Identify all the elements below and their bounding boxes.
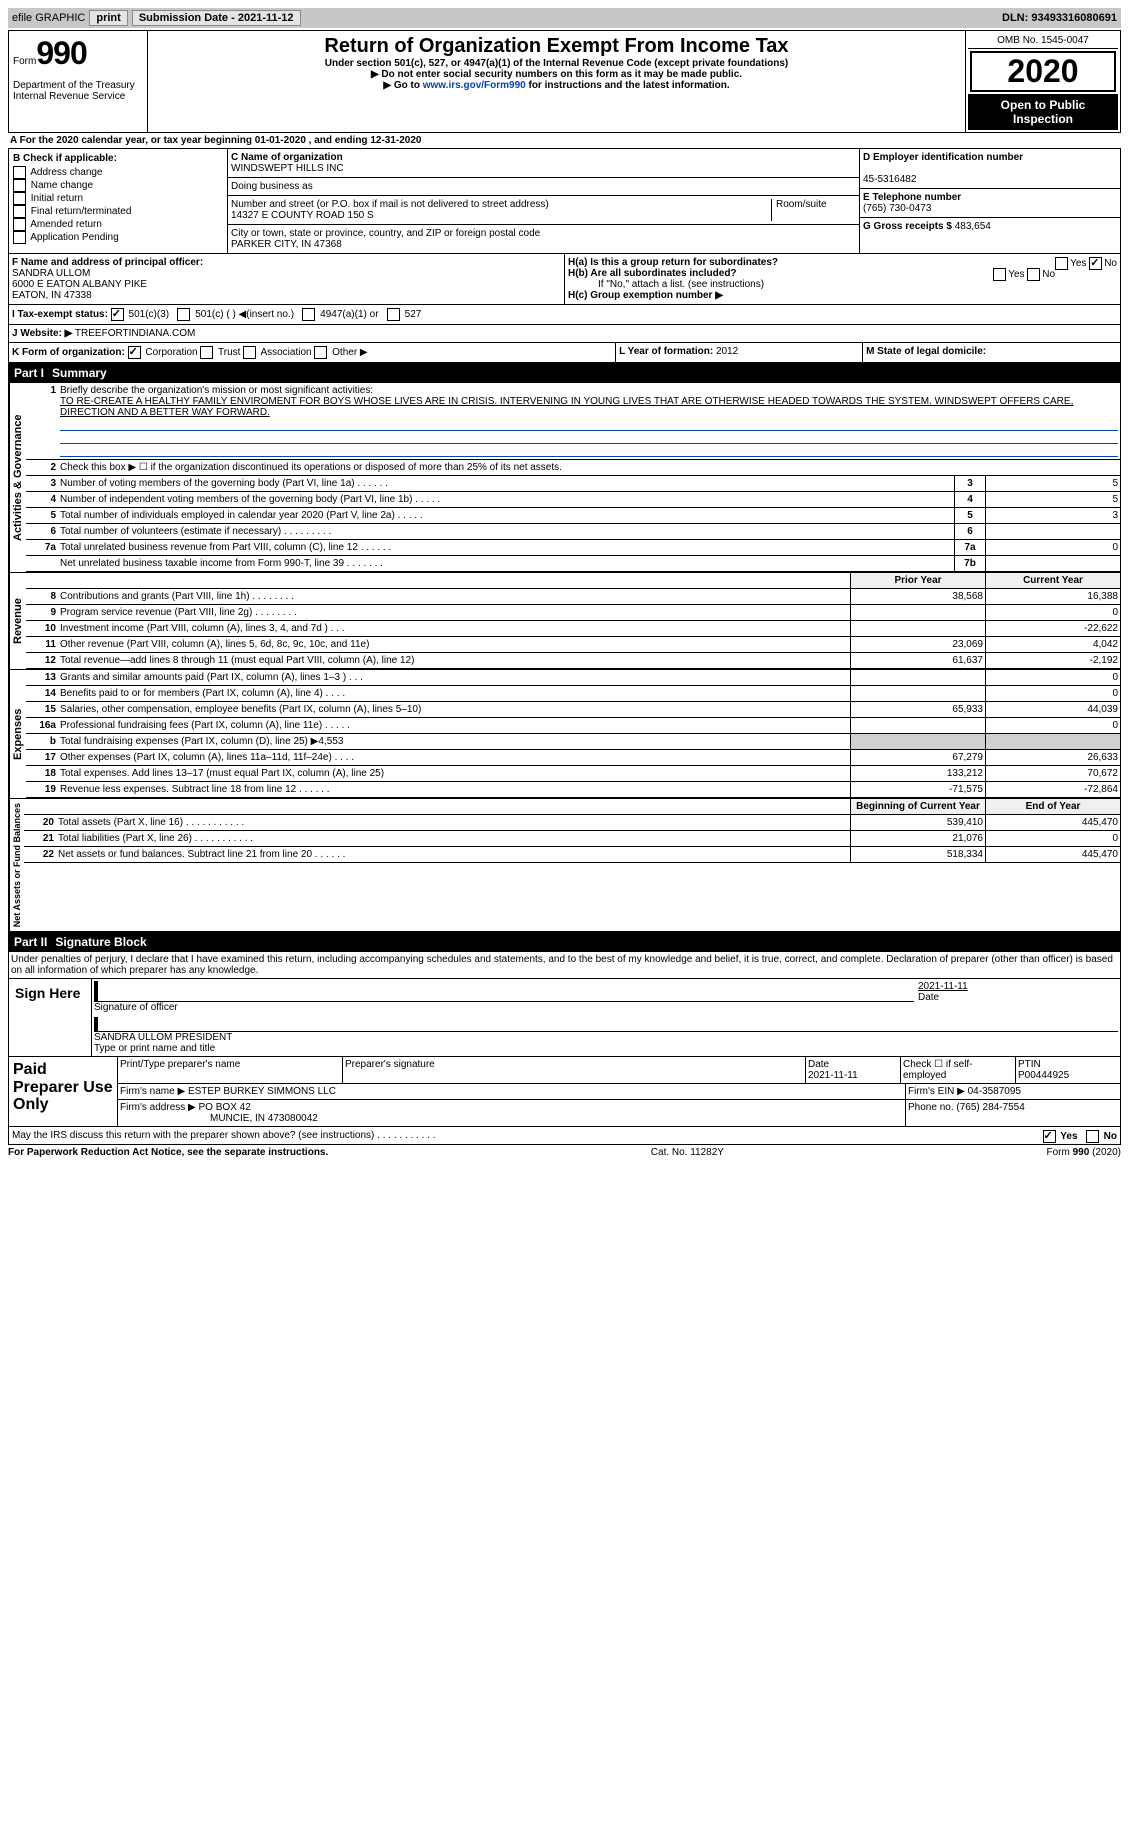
gov-row: 3Number of voting members of the governi… xyxy=(26,476,1120,492)
website: TREEFORTINDIANA.COM xyxy=(75,328,195,339)
b-opt[interactable]: Amended return xyxy=(13,218,223,231)
b-opt[interactable]: Application Pending xyxy=(13,231,223,244)
vert-exp: Expenses xyxy=(9,670,26,798)
b-opt[interactable]: Initial return xyxy=(13,192,223,205)
gov-row: 5Total number of individuals employed in… xyxy=(26,508,1120,524)
k-assoc[interactable] xyxy=(243,346,256,359)
fin-row: 19Revenue less expenses. Subtract line 1… xyxy=(26,782,1120,798)
fin-row: 16aProfessional fundraising fees (Part I… xyxy=(26,718,1120,734)
dept-treasury: Department of the Treasury Internal Reve… xyxy=(13,80,143,102)
entity-grid: B Check if applicable: Address change Na… xyxy=(8,149,1121,254)
org-address: 14327 E COUNTY ROAD 150 S xyxy=(231,210,374,221)
form-title: Return of Organization Exempt From Incom… xyxy=(152,35,961,58)
k-corp[interactable] xyxy=(128,346,141,359)
i-501c[interactable] xyxy=(177,308,190,321)
fin-row: 14Benefits paid to or for members (Part … xyxy=(26,686,1120,702)
fin-row: bTotal fundraising expenses (Part IX, co… xyxy=(26,734,1120,750)
gross-receipts: 483,654 xyxy=(955,221,991,232)
k-trust[interactable] xyxy=(200,346,213,359)
discuss-no[interactable] xyxy=(1086,1130,1099,1143)
org-name: WINDSWEPT HILLS INC xyxy=(231,163,344,174)
vert-rev: Revenue xyxy=(9,573,26,669)
fin-row: 18Total expenses. Add lines 13–17 (must … xyxy=(26,766,1120,782)
hb-no[interactable] xyxy=(1027,268,1040,281)
summary-rev: Revenue Prior YearCurrent Year 8Contribu… xyxy=(8,573,1121,670)
col-c: C Name of organizationWINDSWEPT HILLS IN… xyxy=(228,149,859,253)
fh-row: F Name and address of principal officer:… xyxy=(8,254,1121,305)
k-other[interactable] xyxy=(314,346,327,359)
i-527[interactable] xyxy=(387,308,400,321)
submission-button[interactable]: Submission Date - 2021-11-12 xyxy=(132,10,301,26)
ein: 45-5316482 xyxy=(863,174,916,185)
summary-exp: Expenses 13Grants and similar amounts pa… xyxy=(8,670,1121,799)
discuss-yes[interactable] xyxy=(1043,1130,1056,1143)
paid-preparer: Paid Preparer Use Only Print/Type prepar… xyxy=(8,1057,1121,1127)
vert-gov: Activities & Governance xyxy=(9,383,26,572)
fin-row: 10Investment income (Part VIII, column (… xyxy=(26,621,1120,637)
goto-line: ▶ Go to www.irs.gov/Form990 for instruct… xyxy=(152,80,961,91)
fin-row: 12Total revenue—add lines 8 through 11 (… xyxy=(26,653,1120,669)
gov-row: 6Total number of volunteers (estimate if… xyxy=(26,524,1120,540)
sign-block: Sign Here Signature of officer2021-11-11… xyxy=(8,979,1121,1057)
b-opt[interactable]: Address change xyxy=(13,166,223,179)
b-opt[interactable]: Name change xyxy=(13,179,223,192)
firm-name: ESTEP BURKEY SIMMONS LLC xyxy=(188,1086,336,1097)
ha-yes[interactable] xyxy=(1055,257,1068,270)
topbar: efile GRAPHIC print Submission Date - 20… xyxy=(8,8,1121,28)
website-row: J Website: ▶ TREEFORTINDIANA.COM xyxy=(8,325,1121,343)
print-button[interactable]: print xyxy=(89,10,127,26)
mission: TO RE-CREATE A HEALTHY FAMILY ENVIROMENT… xyxy=(60,396,1073,418)
i-501c3[interactable] xyxy=(111,308,124,321)
fin-row: 20Total assets (Part X, line 16) . . . .… xyxy=(24,815,1120,831)
open-public: Open to PublicInspection xyxy=(968,94,1118,130)
org-city: PARKER CITY, IN 47368 xyxy=(231,239,342,250)
line-a: A For the 2020 calendar year, or tax yea… xyxy=(8,133,1121,149)
b-opt[interactable]: Final return/terminated xyxy=(13,205,223,218)
footer: For Paperwork Reduction Act Notice, see … xyxy=(8,1145,1121,1158)
i-4947[interactable] xyxy=(302,308,315,321)
gov-row: 4Number of independent voting members of… xyxy=(26,492,1120,508)
col-d: D Employer identification number45-53164… xyxy=(859,149,1120,253)
col-b: B Check if applicable: Address change Na… xyxy=(9,149,228,253)
klm-row: K Form of organization: Corporation Trus… xyxy=(8,343,1121,363)
omb: OMB No. 1545-0047 xyxy=(968,33,1118,49)
form-header: Form990 Department of the Treasury Inter… xyxy=(8,30,1121,133)
fin-row: 17Other expenses (Part IX, column (A), l… xyxy=(26,750,1120,766)
dln: DLN: 93493316080691 xyxy=(1002,12,1117,24)
group-return: H(a) Is this a group return for subordin… xyxy=(565,254,1120,304)
fin-row: 22Net assets or fund balances. Subtract … xyxy=(24,847,1120,863)
fin-row: 11Other revenue (Part VIII, column (A), … xyxy=(26,637,1120,653)
fin-row: 8Contributions and grants (Part VIII, li… xyxy=(26,589,1120,605)
tax-year: 2020 xyxy=(970,51,1116,92)
summary-gov: Activities & Governance 1Briefly describ… xyxy=(8,383,1121,573)
fin-row: 9Program service revenue (Part VIII, lin… xyxy=(26,605,1120,621)
form-number-box: Form990 Department of the Treasury Inter… xyxy=(9,31,148,132)
irs-link[interactable]: www.irs.gov/Form990 xyxy=(423,80,526,91)
part1-header: Part ISummary xyxy=(8,363,1121,383)
tax-exempt-row: I Tax-exempt status: 501(c)(3) 501(c) ( … xyxy=(8,305,1121,325)
part2-header: Part IISignature Block xyxy=(8,932,1121,952)
principal-officer: F Name and address of principal officer:… xyxy=(9,254,565,304)
year-box: OMB No. 1545-0047 2020 Open to PublicIns… xyxy=(966,31,1120,132)
ha-no[interactable] xyxy=(1089,257,1102,270)
fin-row: 15Salaries, other compensation, employee… xyxy=(26,702,1120,718)
summary-net: Net Assets or Fund Balances Beginning of… xyxy=(8,799,1121,932)
phone: (765) 730-0473 xyxy=(863,203,931,214)
hb-yes[interactable] xyxy=(993,268,1006,281)
gov-row: Net unrelated business taxable income fr… xyxy=(26,556,1120,572)
discuss-row: May the IRS discuss this return with the… xyxy=(8,1127,1121,1145)
penalties: Under penalties of perjury, I declare th… xyxy=(8,952,1121,979)
officer-name: SANDRA ULLOM PRESIDENT xyxy=(94,1032,232,1043)
fin-row: 13Grants and similar amounts paid (Part … xyxy=(26,670,1120,686)
vert-net: Net Assets or Fund Balances xyxy=(9,799,24,931)
gov-row: 7aTotal unrelated business revenue from … xyxy=(26,540,1120,556)
form-title-box: Return of Organization Exempt From Incom… xyxy=(148,31,966,132)
fin-row: 21Total liabilities (Part X, line 26) . … xyxy=(24,831,1120,847)
efile-label: efile GRAPHIC xyxy=(12,12,85,24)
